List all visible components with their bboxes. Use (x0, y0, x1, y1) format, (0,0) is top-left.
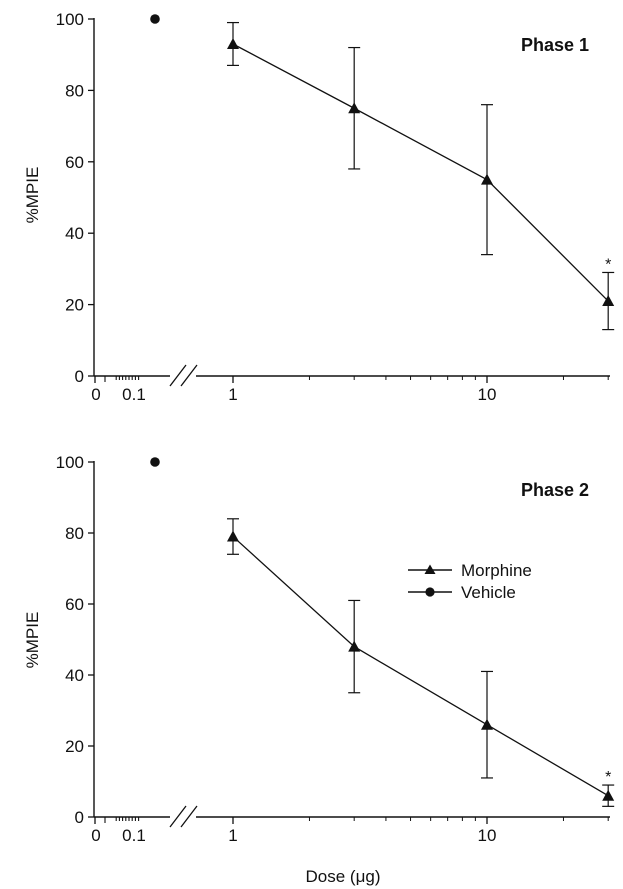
morphine-point (481, 173, 493, 185)
y-tick-label: 100 (56, 10, 84, 29)
legend-vehicle-marker (425, 587, 435, 597)
vehicle-point (150, 457, 160, 467)
x-tick-label: 0 (91, 385, 100, 404)
y-tick-label: 0 (75, 367, 84, 386)
morphine-point (348, 102, 361, 114)
y-tick-label: 40 (65, 666, 84, 685)
phase-1-plot-area: 0 20 40 60 80 100 0 0.1 1 10 * (56, 10, 615, 404)
morphine-point (481, 718, 493, 730)
x-tick-label: 10 (478, 385, 497, 404)
axis-break-mark (180, 805, 198, 828)
significance-marker: * (605, 256, 611, 273)
phase-2-label: Phase 2 (521, 480, 589, 500)
y-tick-label: 20 (65, 296, 84, 315)
y-tick-label: 80 (65, 81, 84, 100)
legend: Morphine Vehicle (408, 561, 532, 602)
y-tick-label: 20 (65, 737, 84, 756)
y-tick-label: 100 (56, 453, 84, 472)
phase-2-y-axis-title: %MPIE (23, 612, 42, 669)
morphine-point (227, 530, 239, 542)
morphine-line (232, 536, 609, 797)
y-tick-label: 60 (65, 595, 84, 614)
phase-1-panel: %MPIE Phase 1 0 20 40 60 80 100 0 0.1 1 10 * (23, 10, 615, 404)
legend-vehicle-label: Vehicle (461, 583, 516, 602)
x-tick-label: 1 (228, 385, 237, 404)
phase-2-x-axis-title: Dose (μg) (306, 867, 381, 886)
x-tick-label: 0.1 (122, 826, 146, 845)
morphine-point (602, 789, 615, 801)
y-tick-label: 80 (65, 524, 84, 543)
morphine-point (227, 37, 239, 49)
y-tick-label: 60 (65, 153, 84, 172)
morphine-point (348, 640, 361, 652)
vehicle-point (150, 14, 160, 24)
morphine-point (602, 295, 615, 307)
phase-2-panel: %MPIE Phase 2 Dose (μg) Morphine Vehicle… (23, 453, 615, 886)
axis-break-mark (180, 364, 198, 387)
phase-1-y-axis-title: %MPIE (23, 167, 42, 224)
phase-1-label: Phase 1 (521, 35, 589, 55)
significance-marker: * (605, 769, 611, 786)
axis-break-mark (169, 805, 187, 828)
morphine-line (232, 43, 609, 302)
y-tick-label: 0 (75, 808, 84, 827)
x-tick-label: 0.1 (122, 385, 146, 404)
axis-break-mark (169, 364, 187, 387)
legend-morphine-marker (424, 564, 436, 574)
phase-2-plot-area: 0 20 40 60 80 100 0 0.1 1 10 * (56, 453, 615, 845)
x-tick-label: 10 (478, 826, 497, 845)
y-tick-label: 40 (65, 224, 84, 243)
x-tick-label: 1 (228, 826, 237, 845)
x-tick-label: 0 (91, 826, 100, 845)
legend-morphine-label: Morphine (461, 561, 532, 580)
